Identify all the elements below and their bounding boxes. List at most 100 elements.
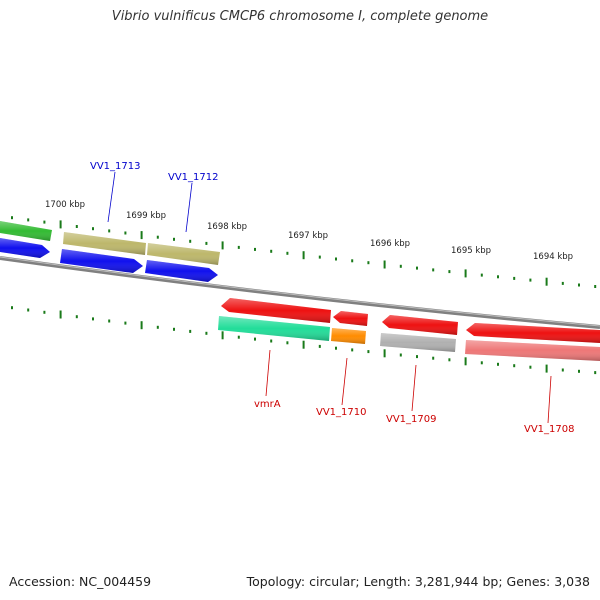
upper-minor-tick [432,268,435,272]
lower-minor-tick [27,308,30,312]
upper-minor-tick [286,251,289,255]
lower-minor-tick [561,368,564,372]
lower-minor-tick [416,355,418,359]
cds-forward-olive-1[interactable] [63,232,146,255]
kbp-label-1696: 1696 kbp [370,239,410,249]
cds-reverse-pink[interactable] [465,340,600,361]
upper-minor-tick [561,281,564,285]
leader-line-vv1-1710 [341,357,348,406]
lower-tick-row [11,306,597,375]
cds-reverse-orange[interactable] [331,328,366,344]
lower-minor-tick [578,369,580,373]
cds-forward-blue-2[interactable] [60,249,143,273]
lower-minor-tick [237,335,240,339]
upper-minor-tick [237,245,240,249]
lower-major-tick [464,357,467,366]
lower-minor-tick [189,329,192,333]
kbp-label-1695: 1695 kbp [451,246,491,256]
upper-minor-tick [108,229,111,233]
upper-minor-tick [156,235,159,239]
upper-minor-tick [43,220,46,224]
cds-reverse-red-4[interactable] [466,323,600,343]
lower-minor-tick [432,356,435,360]
upper-major-tick [545,277,548,286]
leader-line-vmra [265,349,271,397]
cds-forward-green[interactable] [0,221,52,241]
lower-major-tick [383,349,386,358]
upper-tick-row [11,216,597,288]
kbp-label-1699: 1699 kbp [126,211,166,221]
upper-minor-tick [497,275,499,279]
lower-minor-tick [173,327,175,331]
leader-line-vv1-1709 [411,364,417,412]
upper-major-tick [464,269,467,278]
leader-line-vv1-1708 [547,375,552,424]
upper-minor-tick [578,283,580,287]
gene-label-vv1-1708[interactable]: VV1_1708 [524,424,575,435]
gene-label-vv1-1709[interactable]: VV1_1709 [386,414,437,425]
chromosome-backbone [0,256,600,329]
kbp-label-1700: 1700 kbp [45,200,85,210]
cds-reverse-red-3[interactable] [382,315,458,335]
gene-label-vv1-1713[interactable]: VV1_1713 [90,161,141,172]
cds-reverse-red-2[interactable] [333,311,368,326]
upper-minor-tick [173,237,175,241]
lower-minor-tick [318,344,321,348]
upper-major-tick [140,231,143,240]
lower-major-tick [545,364,548,373]
upper-minor-tick [92,227,94,231]
upper-minor-tick [189,239,192,243]
lower-minor-tick [124,321,127,325]
upper-minor-tick [124,231,127,235]
lower-major-tick [302,340,305,349]
cds-forward-olive-2[interactable] [147,243,220,265]
upper-minor-tick [594,285,597,288]
upper-minor-tick [205,241,208,245]
lower-minor-tick [594,371,597,375]
upper-minor-tick [254,247,256,251]
kbp-label-1694: 1694 kbp [533,252,573,262]
lower-minor-tick [497,362,499,366]
kbp-label-1697: 1697 kbp [288,231,328,241]
upper-minor-tick [367,261,370,265]
upper-minor-tick [448,270,451,274]
cds-forward-blue-3[interactable] [145,260,218,282]
cds-reverse-red-1[interactable] [221,298,331,323]
gene-label-vv1-1712[interactable]: VV1_1712 [168,172,219,183]
lower-minor-tick [351,348,354,352]
lower-minor-tick [92,317,94,321]
lower-minor-tick [75,315,78,319]
upper-minor-tick [270,249,273,253]
lower-minor-tick [513,364,516,368]
lower-minor-tick [11,306,13,310]
upper-minor-tick [529,278,532,282]
upper-major-tick [59,220,62,229]
lower-minor-tick [43,310,46,314]
lower-minor-tick [529,365,532,369]
lower-minor-tick [286,341,289,345]
upper-minor-tick [351,259,354,263]
chromosome-backbone-highlight [0,256,600,327]
upper-minor-tick [335,257,337,261]
accession-text: Accession: NC_004459 [9,574,152,589]
lower-minor-tick [367,350,370,354]
leader-line-vv1-1713 [107,171,116,223]
lower-minor-tick [399,353,402,357]
gene-label-vv1-1710[interactable]: VV1_1710 [316,407,367,418]
upper-minor-tick [513,276,516,280]
cds-forward-blue-1[interactable] [0,238,50,258]
cds-reverse-gray[interactable] [380,333,456,352]
upper-minor-tick [27,218,30,222]
lower-minor-tick [156,325,159,329]
lower-minor-tick [448,358,451,362]
lower-minor-tick [480,361,483,365]
cds-reverse-teal[interactable] [218,316,330,341]
upper-minor-tick [399,264,402,268]
lower-minor-tick [254,337,256,341]
lower-minor-tick [108,319,111,323]
upper-minor-tick [318,255,321,259]
gene-label-vmra[interactable]: vmrA [254,399,281,410]
upper-major-tick [302,251,305,260]
map-title: Vibrio vulnificus CMCP6 chromosome I, co… [111,9,489,24]
